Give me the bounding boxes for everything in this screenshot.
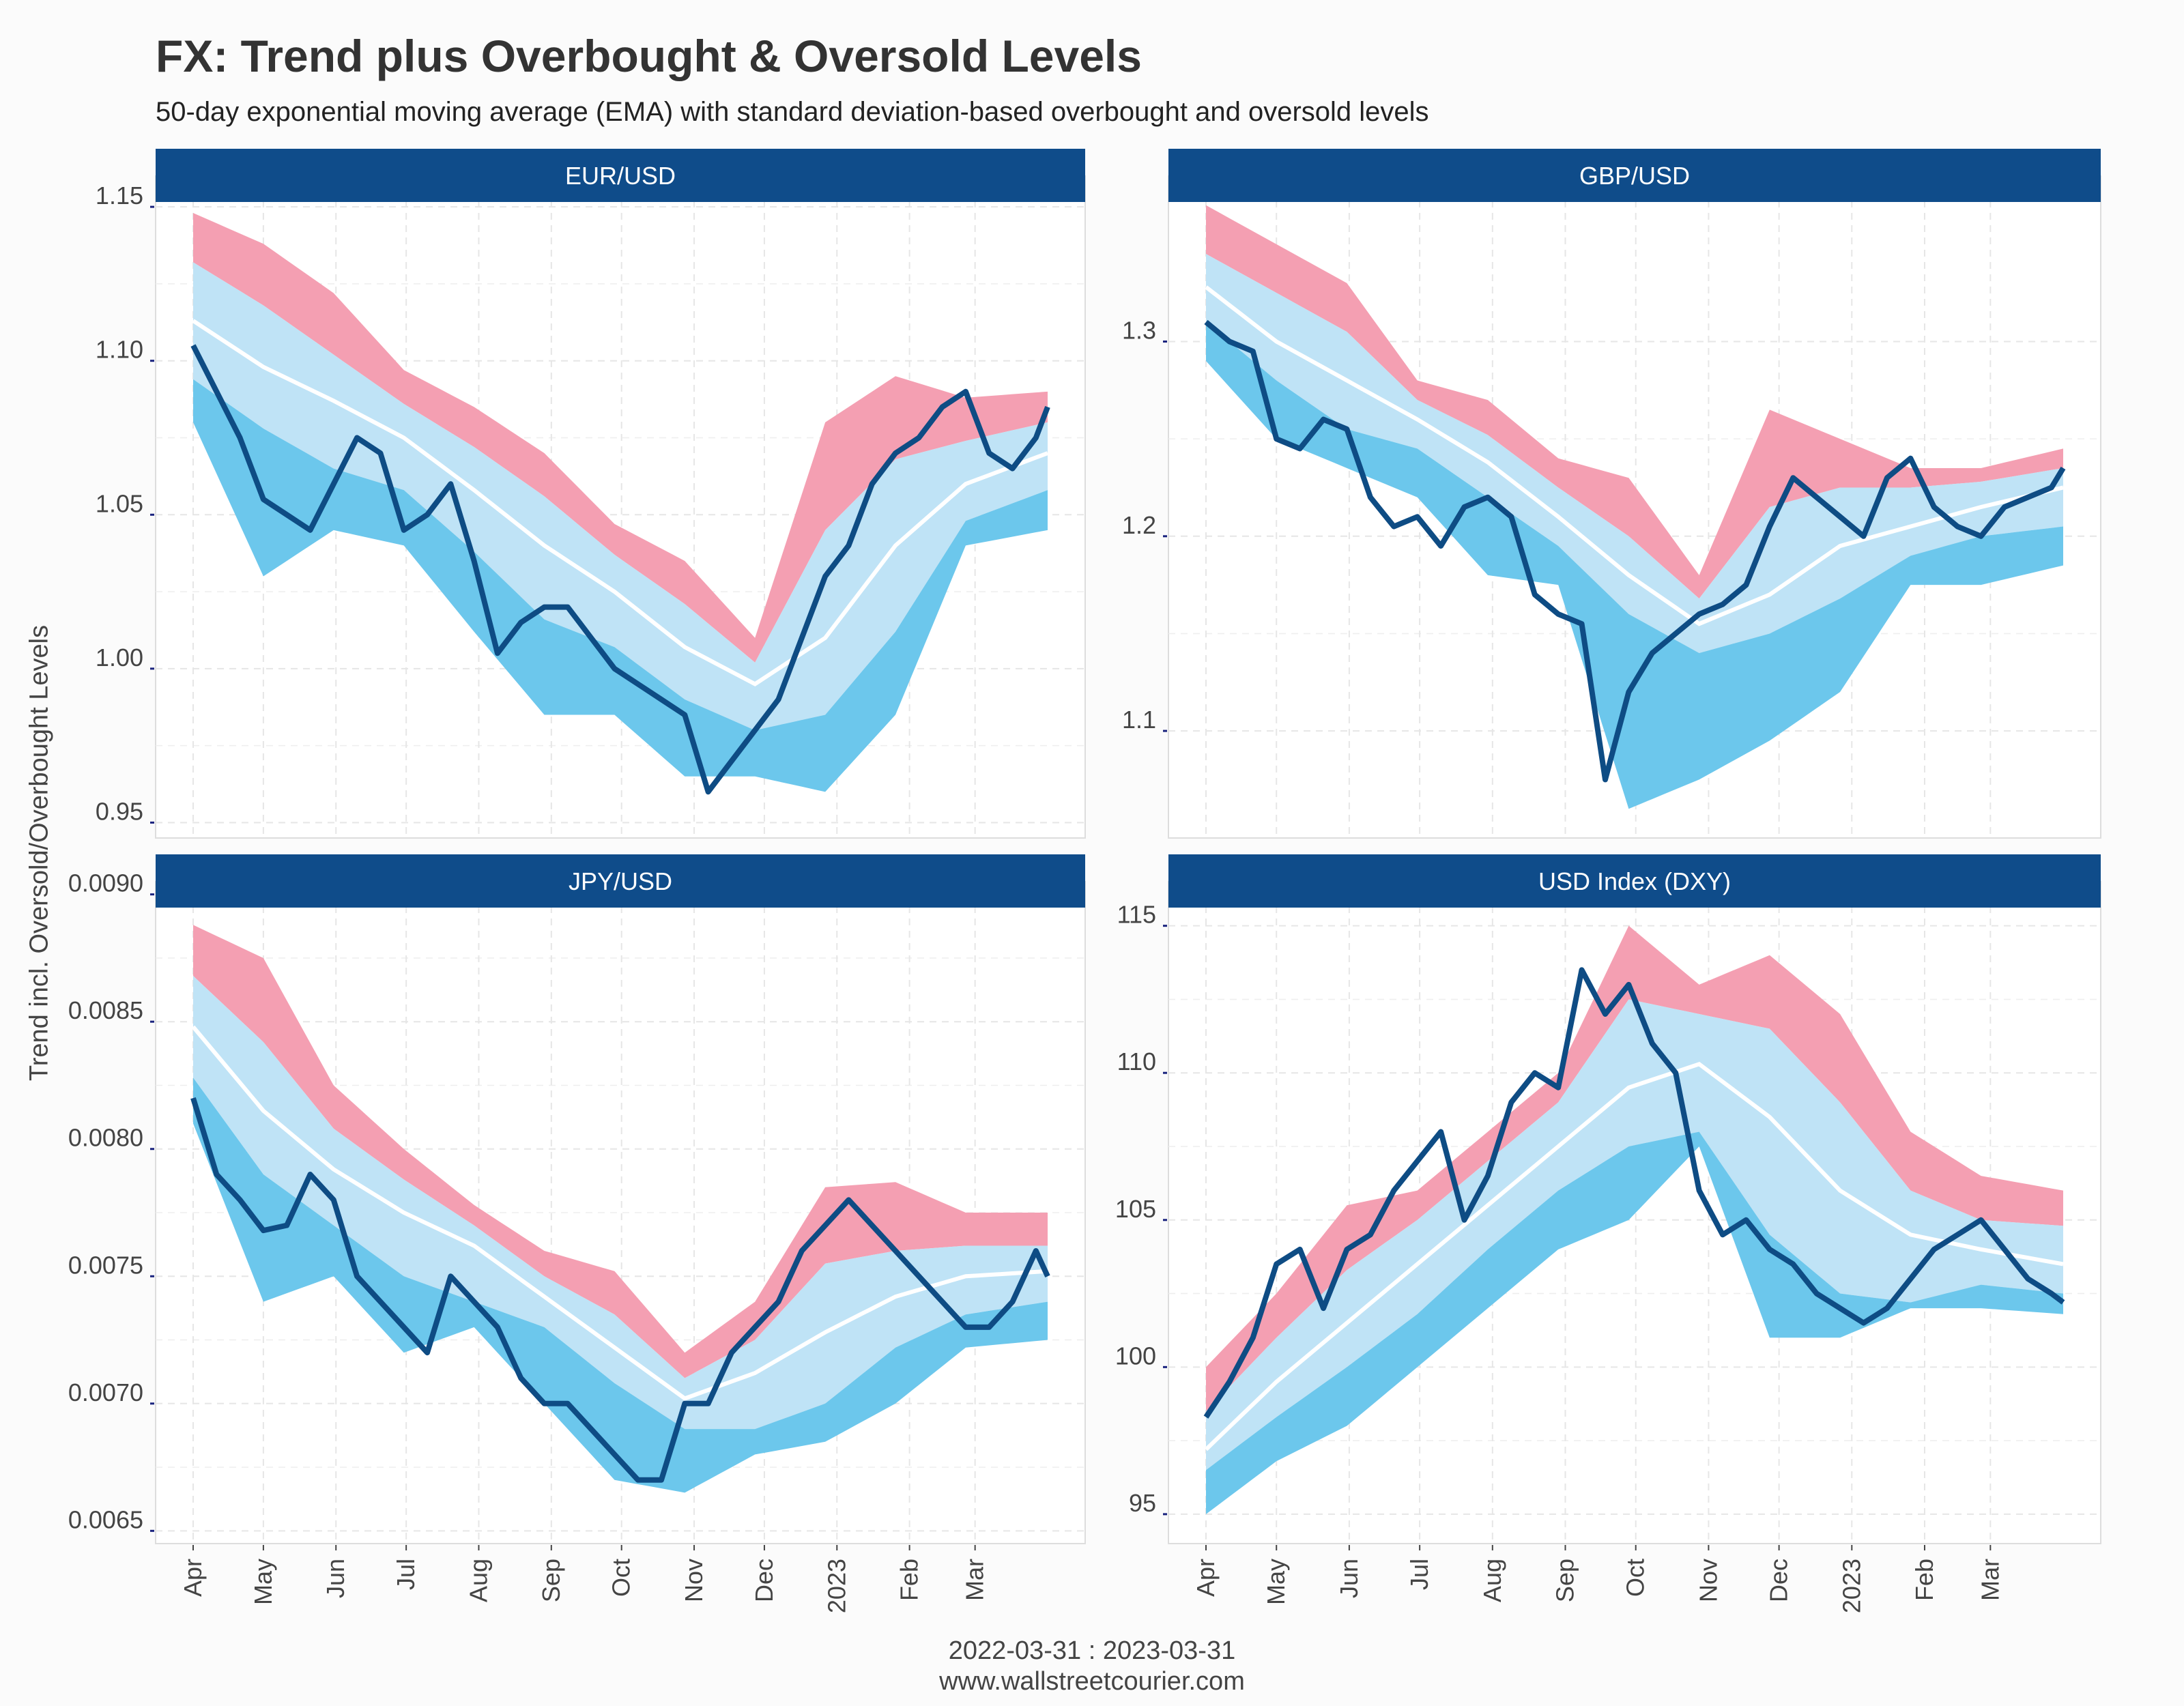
x-tick-label: May bbox=[249, 1559, 277, 1605]
price-line bbox=[190, 1097, 1050, 1483]
facet-strip bbox=[1168, 149, 2101, 202]
x-tick-label: Aug bbox=[1478, 1559, 1506, 1602]
y-tick-label: 1.10 bbox=[96, 336, 143, 364]
upper-band bbox=[193, 976, 1048, 1399]
price-line bbox=[190, 344, 1050, 795]
x-tick-label: Sep bbox=[537, 1559, 565, 1602]
x-tick-label: Jul bbox=[1405, 1559, 1433, 1590]
price-line bbox=[1203, 967, 2065, 1419]
page-subtitle: 50-day exponential moving average (EMA) … bbox=[156, 97, 1429, 127]
oversold-band bbox=[1206, 1131, 2063, 1514]
x-tick-label: Oct bbox=[1622, 1559, 1650, 1597]
y-tick-label: 1.00 bbox=[96, 644, 143, 671]
overbought-band bbox=[193, 925, 1048, 1378]
x-tick-label: Aug bbox=[464, 1559, 492, 1602]
facet-strip bbox=[156, 149, 1085, 202]
y-tick-label: 1.2 bbox=[1122, 511, 1156, 539]
y-tick-label: 110 bbox=[1117, 1047, 1156, 1075]
x-tick-label: Dec bbox=[750, 1559, 778, 1602]
facet-strip bbox=[1168, 854, 2101, 908]
ema-line bbox=[191, 1025, 1048, 1401]
x-tick-label: Nov bbox=[680, 1559, 708, 1602]
site-caption: www.wallstreetcourier.com bbox=[939, 1667, 1245, 1696]
x-tick-label: 2023 bbox=[1837, 1559, 1865, 1613]
facet-strip-label: EUR/USD bbox=[565, 162, 676, 190]
y-tick-label: 105 bbox=[1115, 1195, 1156, 1223]
overbought-band bbox=[1206, 925, 2063, 1411]
x-tick-label: Oct bbox=[607, 1559, 635, 1597]
overbought-band bbox=[193, 213, 1048, 663]
y-tick-label: 115 bbox=[1117, 901, 1156, 929]
x-tick-label: Jul bbox=[392, 1559, 420, 1590]
x-tick-label: Apr bbox=[1192, 1559, 1220, 1597]
facet-strip bbox=[156, 854, 1085, 908]
y-tick-label: 0.0090 bbox=[68, 869, 143, 897]
y-tick-label: 0.0080 bbox=[68, 1124, 143, 1152]
price-line bbox=[1204, 319, 2066, 783]
x-tick-label: Mar bbox=[961, 1559, 989, 1601]
facet-strip-label: JPY/USD bbox=[569, 867, 672, 895]
x-tick-label: Feb bbox=[895, 1559, 923, 1601]
y-tick-label: 1.15 bbox=[96, 182, 143, 209]
facet-strip-label: USD Index (DXY) bbox=[1538, 867, 1731, 895]
oversold-band bbox=[193, 379, 1048, 792]
x-tick-label: Nov bbox=[1694, 1559, 1722, 1602]
x-tick-label: Apr bbox=[179, 1559, 207, 1597]
ema-line bbox=[1204, 1061, 2064, 1451]
y-tick-label: 1.05 bbox=[96, 489, 143, 517]
upper-band bbox=[1206, 254, 2063, 624]
date-range-caption: 2022-03-31 : 2023-03-31 bbox=[948, 1636, 1236, 1665]
y-tick-label: 0.0075 bbox=[68, 1251, 143, 1279]
y-tick-label: 0.0065 bbox=[68, 1505, 143, 1533]
facet-strip-label: GBP/USD bbox=[1579, 162, 1690, 190]
x-tick-label: Sep bbox=[1551, 1559, 1579, 1602]
y-tick-label: 0.0070 bbox=[68, 1378, 143, 1406]
lower-band bbox=[1206, 1064, 2063, 1471]
upper-band bbox=[193, 262, 1048, 684]
x-tick-label: May bbox=[1262, 1559, 1290, 1605]
oversold-band bbox=[1206, 321, 2063, 809]
x-tick-label: Mar bbox=[1976, 1559, 2004, 1601]
y-tick-label: 0.95 bbox=[96, 797, 143, 825]
lower-band bbox=[1206, 287, 2063, 653]
x-tick-label: Dec bbox=[1765, 1559, 1793, 1602]
overbought-band bbox=[1206, 205, 2063, 599]
x-tick-label: Jun bbox=[1335, 1559, 1363, 1598]
page-title: FX: Trend plus Overbought & Oversold Lev… bbox=[156, 31, 1142, 81]
x-tick-label: Feb bbox=[1910, 1559, 1938, 1601]
y-tick-label: 100 bbox=[1115, 1342, 1156, 1370]
x-tick-label: Jun bbox=[321, 1559, 349, 1598]
ema-line bbox=[192, 319, 1049, 686]
ema-line bbox=[1205, 285, 2064, 626]
x-tick-label: 2023 bbox=[822, 1559, 850, 1613]
y-tick-label: 95 bbox=[1129, 1489, 1156, 1517]
y-tick-label: 1.1 bbox=[1122, 706, 1156, 734]
y-tick-label: 0.0085 bbox=[68, 996, 143, 1024]
y-tick-label: 1.3 bbox=[1122, 317, 1156, 345]
